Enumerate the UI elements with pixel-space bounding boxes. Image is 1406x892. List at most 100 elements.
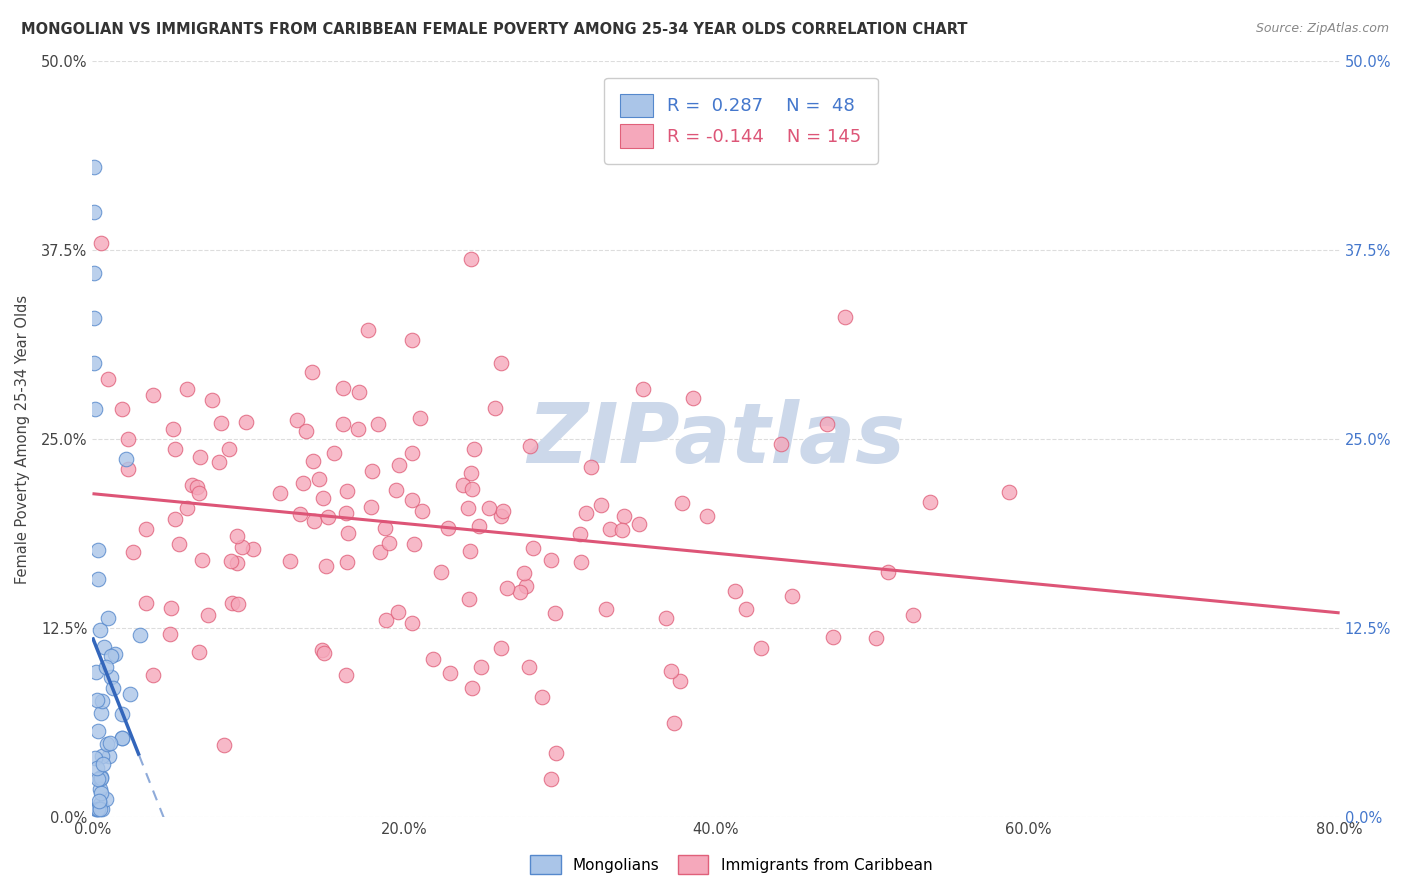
Point (93, 640, 115, 654)
Point (356, 323, 378, 337)
Point (460, 467, 482, 481)
Point (457, 500, 479, 515)
Point (544, 606, 567, 620)
Point (219, 554, 242, 568)
Point (509, 585, 531, 599)
Point (491, 641, 513, 656)
Point (998, 485, 1021, 500)
Point (409, 411, 432, 425)
Point (628, 516, 651, 531)
Point (815, 417, 838, 431)
Point (94, 660, 117, 674)
Point (83, 311, 105, 326)
Point (599, 522, 621, 536)
Point (569, 527, 592, 541)
Point (515, 579, 537, 593)
Point (89, 797, 111, 811)
Point (111, 731, 134, 745)
Point (367, 417, 389, 431)
Point (470, 660, 492, 674)
Point (188, 450, 211, 465)
Point (540, 772, 562, 786)
Point (312, 491, 335, 505)
Point (96, 737, 118, 751)
Text: ZIPatlas: ZIPatlas (527, 399, 905, 480)
Point (86, 802, 108, 816)
Point (86, 802, 108, 816)
Point (374, 521, 396, 535)
Point (98, 736, 121, 750)
Point (197, 608, 219, 623)
Point (496, 581, 519, 595)
Point (834, 310, 856, 324)
Point (489, 509, 512, 524)
Point (209, 416, 232, 430)
Point (87, 802, 110, 816)
Point (90, 694, 112, 708)
Point (89, 772, 111, 786)
Point (100, 670, 122, 684)
Point (336, 555, 359, 569)
Point (347, 384, 370, 399)
Point (83, 266, 105, 280)
Point (347, 422, 370, 436)
Point (492, 504, 515, 518)
Point (591, 498, 613, 512)
Point (162, 422, 184, 436)
Point (104, 648, 127, 662)
Point (613, 509, 636, 524)
Point (735, 602, 758, 616)
Point (467, 519, 489, 533)
Point (87, 794, 110, 808)
Point (436, 521, 458, 535)
Point (595, 601, 617, 615)
Point (569, 555, 592, 569)
Point (865, 632, 887, 646)
Point (315, 558, 337, 573)
Point (84, 665, 107, 679)
Point (749, 641, 772, 656)
Point (823, 630, 845, 644)
Point (401, 493, 423, 508)
Point (430, 565, 453, 579)
Text: Source: ZipAtlas.com: Source: ZipAtlas.com (1256, 22, 1389, 36)
Point (360, 500, 382, 515)
Point (111, 731, 134, 745)
Point (316, 509, 339, 524)
Point (187, 486, 209, 500)
Point (118, 688, 141, 702)
Point (86, 693, 108, 707)
Point (218, 442, 240, 456)
Point (83, 356, 105, 370)
Point (478, 500, 501, 515)
Point (335, 668, 357, 682)
Point (463, 442, 485, 456)
Point (387, 605, 409, 619)
Point (489, 356, 512, 370)
Point (129, 628, 152, 642)
Point (91, 748, 114, 763)
Legend: Mongolians, Immigrants from Caribbean: Mongolians, Immigrants from Caribbean (524, 849, 938, 880)
Point (877, 566, 900, 580)
Point (97, 371, 120, 385)
Point (401, 615, 423, 630)
Point (517, 659, 540, 673)
Point (336, 483, 359, 498)
Point (360, 464, 382, 478)
Point (546, 746, 568, 760)
Point (111, 401, 134, 416)
Point (291, 475, 314, 490)
Point (290, 507, 312, 521)
Point (97, 611, 120, 625)
Point (186, 479, 208, 493)
Point (90, 706, 112, 720)
Point (378, 536, 401, 550)
Point (285, 413, 308, 427)
Point (461, 681, 484, 695)
Point (226, 597, 249, 611)
Point (165, 442, 187, 456)
Point (312, 647, 335, 661)
Point (385, 483, 408, 498)
Point (96, 792, 118, 806)
Point (401, 446, 423, 460)
